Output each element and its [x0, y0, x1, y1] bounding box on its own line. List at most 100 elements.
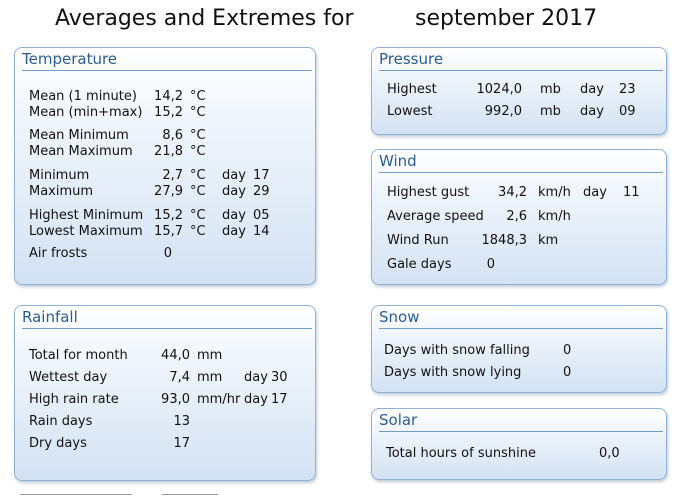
- snow-panel-title: Snow: [379, 307, 663, 329]
- row-label: Mean Maximum: [29, 144, 133, 159]
- rain-row-total: Total for month 44,0 mm: [15, 348, 315, 364]
- temp-row-mean-minimum: Mean Minimum 8,6 °C: [15, 128, 315, 144]
- temp-row-maximum: Maximum 27,9 °C day 29: [15, 184, 315, 200]
- wind-panel: Wind Highest gust 34,2 km/h day 11 Avera…: [371, 149, 667, 285]
- row-value: 13: [173, 414, 190, 429]
- row-unit: °C: [190, 208, 206, 223]
- row-day-label: day: [222, 224, 246, 239]
- row-day: 17: [271, 392, 288, 407]
- row-unit: mb: [540, 104, 561, 119]
- row-day-label: day: [580, 82, 604, 97]
- rainfall-panel: Rainfall Total for month 44,0 mm Wettest…: [14, 305, 316, 481]
- row-label: Days with snow lying: [384, 365, 522, 380]
- title-period: september 2017: [415, 6, 598, 31]
- row-label: Highest Minimum: [29, 208, 144, 223]
- row-value: 15,2: [154, 208, 183, 223]
- rain-row-wettest-day: Wettest day 7,4 mm day 30: [15, 370, 315, 386]
- row-label: Gale days: [387, 257, 452, 272]
- row-day: 09: [619, 104, 636, 119]
- row-value: 21,8: [154, 144, 183, 159]
- row-day: 17: [253, 168, 270, 183]
- row-unit: mb: [540, 82, 561, 97]
- row-value: 0: [486, 257, 495, 272]
- row-value: 1848,3: [481, 233, 528, 248]
- row-value: 0: [563, 343, 572, 358]
- temperature-panel-title: Temperature: [22, 49, 312, 71]
- row-value: 7,4: [169, 370, 190, 385]
- pressure-row-lowest: Lowest 992,0 mb day 09: [372, 104, 666, 120]
- row-value: 0: [163, 246, 172, 261]
- row-label: Wettest day: [29, 370, 108, 385]
- row-value: 1024,0: [476, 82, 523, 97]
- pressure-panel: Pressure Highest 1024,0 mb day 23 Lowest…: [371, 47, 667, 135]
- row-label: Mean (1 minute): [29, 89, 137, 104]
- row-day-label: day: [244, 370, 268, 385]
- row-label: Lowest Maximum: [29, 224, 143, 239]
- row-unit: °C: [190, 224, 206, 239]
- row-unit: mm: [197, 348, 223, 363]
- row-day: 11: [623, 185, 640, 200]
- row-unit: km/h: [538, 209, 571, 224]
- row-unit: °C: [190, 105, 206, 120]
- row-label: Days with snow falling: [384, 343, 530, 358]
- bottom-divider-right: [162, 494, 218, 499]
- row-unit: km: [538, 233, 559, 248]
- pressure-panel-title: Pressure: [379, 49, 663, 71]
- row-unit: °C: [190, 89, 206, 104]
- row-label: Total for month: [29, 348, 128, 363]
- pressure-row-highest: Highest 1024,0 mb day 23: [372, 82, 666, 98]
- row-label: High rain rate: [29, 392, 119, 407]
- title-text: Averages and Extremes for: [55, 6, 354, 31]
- row-value: 15,7: [154, 224, 183, 239]
- row-value: 14,2: [154, 89, 183, 104]
- temp-row-highest-minimum: Highest Minimum 15,2 °C day 05: [15, 208, 315, 224]
- snow-row-falling: Days with snow falling 0: [372, 343, 666, 359]
- temp-row-air-frosts: Air frosts 0: [15, 246, 315, 262]
- temperature-panel: Temperature Mean (1 minute) 14,2 °C Mean…: [14, 47, 316, 285]
- row-day-label: day: [222, 168, 246, 183]
- wind-row-highest-gust: Highest gust 34,2 km/h day 11: [372, 185, 666, 201]
- rainfall-panel-title: Rainfall: [22, 307, 312, 329]
- row-unit: °C: [190, 144, 206, 159]
- rain-row-high-rain-rate: High rain rate 93,0 mm/hr day 17: [15, 392, 315, 408]
- wind-row-wind-run: Wind Run 1848,3 km: [372, 233, 666, 249]
- row-value: 93,0: [161, 392, 190, 407]
- row-value: 34,2: [498, 185, 527, 200]
- row-unit: mm: [197, 370, 223, 385]
- snow-row-lying: Days with snow lying 0: [372, 365, 666, 381]
- wind-row-average-speed: Average speed 2,6 km/h: [372, 209, 666, 225]
- row-unit: mm/hr: [197, 392, 241, 407]
- row-value: 15,2: [154, 105, 183, 120]
- row-label: Lowest: [387, 104, 433, 119]
- temp-row-mean-minmax: Mean (min+max) 15,2 °C: [15, 105, 315, 121]
- row-value: 992,0: [484, 104, 522, 119]
- temp-row-mean-1min: Mean (1 minute) 14,2 °C: [15, 89, 315, 105]
- wind-panel-title: Wind: [379, 151, 663, 173]
- row-day: 30: [271, 370, 288, 385]
- row-unit: °C: [190, 168, 206, 183]
- row-label: Highest gust: [387, 185, 470, 200]
- row-value: 44,0: [161, 348, 190, 363]
- row-unit: km/h: [538, 185, 571, 200]
- row-label: Mean Minimum: [29, 128, 129, 143]
- row-value: 0,0: [599, 446, 620, 461]
- row-day: 29: [253, 184, 270, 199]
- row-day: 05: [253, 208, 270, 223]
- row-value: 27,9: [154, 184, 183, 199]
- row-day-label: day: [583, 185, 607, 200]
- row-value: 17: [173, 436, 190, 451]
- snow-panel: Snow Days with snow falling 0 Days with …: [371, 305, 667, 393]
- row-value: 2,7: [162, 168, 183, 183]
- row-label: Average speed: [387, 209, 484, 224]
- page-title: Averages and Extremes for september 2017: [0, 6, 678, 36]
- solar-row-sunshine: Total hours of sunshine 0,0: [372, 446, 666, 462]
- row-value: 2,6: [506, 209, 527, 224]
- temp-row-minimum: Minimum 2,7 °C day 17: [15, 168, 315, 184]
- row-day: 23: [619, 82, 636, 97]
- row-label: Total hours of sunshine: [386, 446, 536, 461]
- row-label: Highest: [387, 82, 437, 97]
- wind-row-gale-days: Gale days 0: [372, 257, 666, 273]
- rain-row-dry-days: Dry days 17: [15, 436, 315, 452]
- row-label: Minimum: [29, 168, 90, 183]
- row-value: 0: [563, 365, 572, 380]
